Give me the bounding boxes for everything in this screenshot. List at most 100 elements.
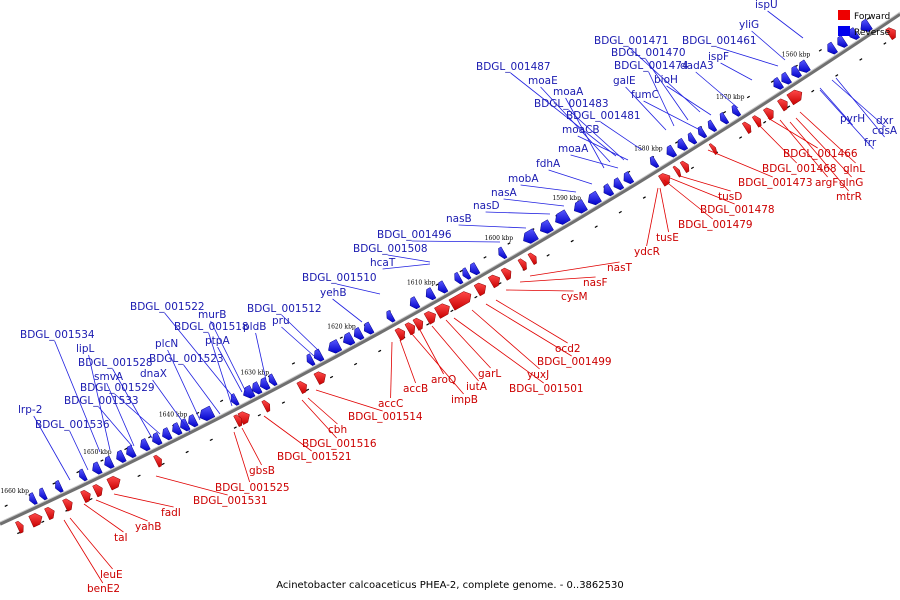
forward-gene-arrow[interactable] (423, 311, 436, 325)
reverse-gene-arrow[interactable] (555, 209, 571, 225)
reverse-gene-label[interactable]: mobA (508, 173, 539, 185)
forward-gene-arrow[interactable] (233, 414, 243, 428)
forward-gene-arrow[interactable] (44, 506, 55, 521)
reverse-gene-arrow[interactable] (798, 59, 811, 73)
forward-gene-arrow[interactable] (517, 258, 527, 271)
forward-gene-label[interactable]: accB (403, 383, 428, 395)
reverse-gene-label[interactable]: lrp-2 (18, 404, 42, 416)
reverse-gene-arrow[interactable] (116, 449, 127, 463)
forward-gene-arrow[interactable] (777, 98, 788, 112)
reverse-gene-arrow[interactable] (860, 18, 873, 32)
forward-gene-label[interactable]: benE2 (87, 583, 120, 595)
reverse-gene-arrow[interactable] (306, 353, 316, 366)
forward-gene-arrow[interactable] (296, 381, 307, 395)
forward-gene-arrow[interactable] (679, 160, 690, 174)
forward-gene-arrow[interactable] (751, 115, 762, 128)
reverse-gene-arrow[interactable] (260, 377, 271, 391)
reverse-gene-arrow[interactable] (172, 422, 183, 436)
forward-gene-arrow[interactable] (487, 274, 501, 289)
forward-gene-arrow[interactable] (434, 303, 450, 319)
reverse-gene-label[interactable]: BDGL_001518 (174, 321, 249, 333)
reverse-gene-label[interactable]: BDGL_001496 (377, 229, 452, 241)
reverse-gene-arrow[interactable] (791, 65, 803, 79)
reverse-gene-label[interactable]: BDGL_001510 (302, 272, 377, 284)
reverse-gene-label[interactable]: frr (864, 137, 877, 149)
reverse-gene-arrow[interactable] (343, 331, 356, 346)
forward-gene-arrow[interactable] (404, 322, 416, 336)
reverse-gene-label[interactable]: fumC (631, 89, 659, 101)
forward-gene-label[interactable]: glnL (843, 163, 865, 175)
forward-gene-arrow[interactable] (527, 252, 537, 266)
reverse-gene-label[interactable]: BDGL_001483 (534, 98, 609, 110)
reverse-gene-arrow[interactable] (126, 444, 137, 459)
forward-gene-label[interactable]: BDGL_001531 (193, 495, 268, 507)
forward-gene-label[interactable]: BDGL_001501 (509, 383, 584, 395)
forward-gene-arrow[interactable] (762, 107, 774, 121)
reverse-gene-arrow[interactable] (781, 71, 793, 85)
forward-gene-label[interactable]: BDGL_001499 (537, 356, 612, 368)
forward-gene-label[interactable]: BDGL_001478 (700, 204, 775, 216)
forward-gene-label[interactable]: BDGL_001479 (678, 219, 753, 231)
forward-gene-arrow[interactable] (500, 267, 512, 281)
reverse-gene-label[interactable]: nasD (473, 200, 500, 212)
reverse-gene-arrow[interactable] (39, 487, 48, 501)
reverse-gene-arrow[interactable] (649, 155, 660, 169)
reverse-gene-label[interactable]: BDGL_001461 (682, 35, 757, 47)
reverse-gene-label[interactable]: murB (198, 309, 226, 321)
reverse-gene-arrow[interactable] (162, 427, 173, 441)
reverse-gene-label[interactable]: bioH (654, 74, 678, 86)
reverse-gene-arrow[interactable] (243, 384, 256, 399)
forward-gene-label[interactable]: glnG (839, 177, 863, 189)
forward-gene-arrow[interactable] (237, 411, 250, 425)
reverse-gene-arrow[interactable] (603, 183, 615, 197)
reverse-gene-label[interactable]: ispF (708, 51, 729, 63)
reverse-gene-arrow[interactable] (707, 119, 718, 132)
reverse-gene-arrow[interactable] (462, 267, 472, 280)
reverse-gene-arrow[interactable] (313, 348, 325, 362)
forward-gene-arrow[interactable] (412, 317, 424, 331)
forward-gene-label[interactable]: impB (451, 394, 478, 406)
reverse-gene-label[interactable]: BDGL_001512 (247, 303, 322, 315)
reverse-gene-label[interactable]: moaA (558, 143, 589, 155)
forward-gene-label[interactable]: cbh (328, 424, 347, 436)
reverse-gene-arrow[interactable] (773, 76, 785, 90)
forward-gene-arrow[interactable] (62, 498, 73, 512)
reverse-gene-label[interactable]: BDGL_001470 (611, 47, 686, 59)
reverse-gene-arrow[interactable] (454, 271, 464, 285)
reverse-gene-arrow[interactable] (697, 125, 708, 139)
reverse-gene-arrow[interactable] (268, 373, 278, 387)
reverse-gene-label[interactable]: pru (272, 315, 290, 327)
forward-gene-label[interactable]: iutA (466, 381, 488, 393)
reverse-gene-arrow[interactable] (409, 296, 421, 310)
reverse-gene-arrow[interactable] (425, 287, 437, 301)
reverse-gene-arrow[interactable] (573, 199, 588, 214)
reverse-gene-label[interactable]: moaA (553, 86, 584, 98)
reverse-gene-arrow[interactable] (469, 262, 481, 276)
forward-gene-label[interactable]: leuE (100, 569, 123, 581)
reverse-gene-label[interactable]: dadA3 (680, 60, 714, 72)
reverse-gene-label[interactable]: BDGL_001487 (476, 61, 551, 73)
reverse-gene-arrow[interactable] (677, 137, 689, 151)
forward-gene-arrow[interactable] (80, 489, 91, 504)
reverse-gene-label[interactable]: BDGL_001523 (149, 353, 224, 365)
forward-gene-label[interactable]: yahB (135, 521, 162, 533)
reverse-gene-arrow[interactable] (523, 228, 539, 244)
reverse-gene-arrow[interactable] (140, 438, 151, 452)
reverse-gene-arrow[interactable] (363, 321, 375, 335)
reverse-gene-label[interactable]: BDGL_001529 (80, 382, 155, 394)
forward-gene-label[interactable]: aroQ (431, 374, 456, 386)
forward-gene-label[interactable]: BDGL_001521 (277, 451, 352, 463)
forward-gene-arrow[interactable] (473, 282, 487, 297)
forward-gene-label[interactable]: BDGL_001473 (738, 177, 813, 189)
forward-gene-arrow[interactable] (106, 475, 121, 491)
forward-gene-label[interactable]: nasT (607, 262, 633, 274)
reverse-gene-label[interactable]: smvA (94, 371, 124, 383)
reverse-gene-label[interactable]: dxr (876, 115, 894, 127)
forward-gene-arrow[interactable] (15, 520, 24, 534)
reverse-gene-arrow[interactable] (29, 492, 38, 505)
reverse-gene-label[interactable]: BDGL_001508 (353, 243, 428, 255)
reverse-gene-label[interactable]: plcN (155, 338, 178, 350)
reverse-gene-arrow[interactable] (837, 35, 849, 48)
reverse-gene-arrow[interactable] (188, 414, 199, 428)
forward-gene-label[interactable]: BDGL_001468 (762, 163, 837, 175)
